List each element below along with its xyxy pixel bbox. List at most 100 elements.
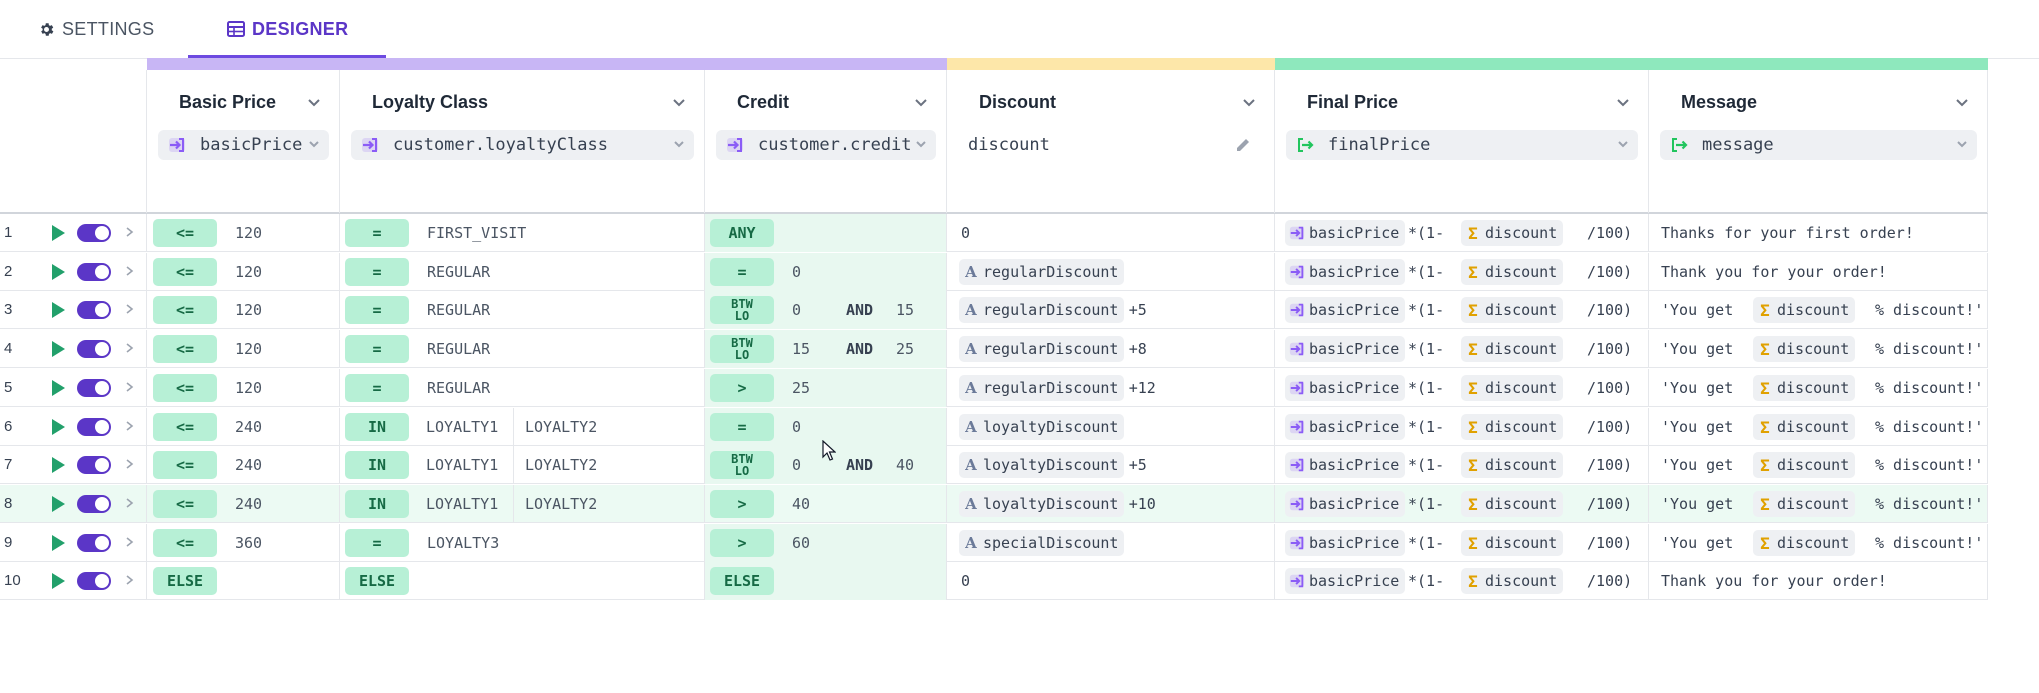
cell-loyalty-class[interactable]: = FIRST_VISIT <box>340 214 705 252</box>
chevron-down-icon[interactable] <box>1954 94 1970 110</box>
cell-basic-price[interactable]: ELSE <box>147 562 340 600</box>
row-enabled-toggle[interactable] <box>77 379 111 397</box>
cell-loyalty-class[interactable]: IN LOYALTY1 LOYALTY2 <box>340 485 705 523</box>
cell-loyalty-class[interactable]: ELSE <box>340 562 705 600</box>
cell-credit[interactable]: BTW LO 15 AND 25 <box>705 330 947 368</box>
cell-credit[interactable]: = 0 <box>705 253 947 291</box>
chevron-right-icon[interactable] <box>124 498 134 508</box>
chevron-right-icon[interactable] <box>124 227 134 237</box>
row-enabled-toggle[interactable] <box>77 418 111 436</box>
operator-pill[interactable]: <= <box>153 451 217 479</box>
play-icon[interactable] <box>52 573 65 589</box>
cell-credit[interactable]: ANY <box>705 214 947 252</box>
cell-basic-price[interactable]: <= 120 <box>147 291 340 329</box>
row-enabled-toggle[interactable] <box>77 301 111 319</box>
chevron-down-icon[interactable] <box>913 94 929 110</box>
cell-loyalty-class[interactable]: = REGULAR <box>340 369 705 407</box>
row-enabled-toggle[interactable] <box>77 224 111 242</box>
operator-pill[interactable]: = <box>710 413 774 441</box>
play-icon[interactable] <box>52 341 65 357</box>
chevron-down-icon[interactable] <box>671 94 687 110</box>
play-icon[interactable] <box>52 496 65 512</box>
pencil-icon[interactable] <box>1234 136 1252 154</box>
play-icon[interactable] <box>52 302 65 318</box>
column-header-0[interactable]: Basic Price basicPrice <box>147 70 340 213</box>
variable-chip[interactable]: basicPrice <box>1285 375 1406 401</box>
operator-pill[interactable]: = <box>345 258 409 286</box>
cell-credit[interactable]: = 0 <box>705 408 947 446</box>
chevron-down-icon[interactable] <box>1241 94 1257 110</box>
operator-pill[interactable]: IN <box>345 490 409 518</box>
cell-credit[interactable]: >60 <box>705 524 947 562</box>
row-enabled-toggle[interactable] <box>77 456 111 474</box>
operator-pill[interactable]: ELSE <box>153 567 217 595</box>
play-icon[interactable] <box>52 264 65 280</box>
operator-pill[interactable]: > <box>710 374 774 402</box>
play-icon[interactable] <box>52 419 65 435</box>
play-icon[interactable] <box>52 225 65 241</box>
cell-message[interactable]: Thank you for your order! <box>1649 562 1988 600</box>
operator-pill[interactable]: <= <box>153 335 217 363</box>
operator-pill[interactable]: = <box>345 335 409 363</box>
column-expression[interactable]: basicPrice <box>158 130 329 160</box>
row-enabled-toggle[interactable] <box>77 534 111 552</box>
operator-pill[interactable]: IN <box>345 413 409 441</box>
row-enabled-toggle[interactable] <box>77 263 111 281</box>
cell-basic-price[interactable]: <= 120 <box>147 330 340 368</box>
chevron-right-icon[interactable] <box>124 575 134 585</box>
play-icon[interactable] <box>52 380 65 396</box>
cell-loyalty-class[interactable]: IN LOYALTY1 LOYALTY2 <box>340 446 705 484</box>
chevron-down-icon[interactable] <box>306 94 322 110</box>
operator-pill[interactable]: <= <box>153 219 217 247</box>
operator-pill[interactable]: BTW LO <box>710 296 774 324</box>
column-header-1[interactable]: Loyalty Class customer.loyaltyClass <box>340 70 705 213</box>
cell-credit[interactable]: ELSE <box>705 562 947 600</box>
operator-pill[interactable]: <= <box>153 258 217 286</box>
operator-pill[interactable]: <= <box>153 374 217 402</box>
chevron-right-icon[interactable] <box>124 421 134 431</box>
operator-pill[interactable]: ELSE <box>345 567 409 595</box>
operator-pill[interactable]: = <box>345 219 409 247</box>
cell-credit[interactable]: >25 <box>705 369 947 407</box>
chevron-right-icon[interactable] <box>124 537 134 547</box>
cell-basic-price[interactable]: <= 240 <box>147 408 340 446</box>
operator-pill[interactable]: = <box>710 258 774 286</box>
row-enabled-toggle[interactable] <box>77 495 111 513</box>
operator-pill[interactable]: BTW LO <box>710 335 774 363</box>
cell-message[interactable]: Thank you for your order! <box>1649 253 1988 291</box>
play-icon[interactable] <box>52 535 65 551</box>
